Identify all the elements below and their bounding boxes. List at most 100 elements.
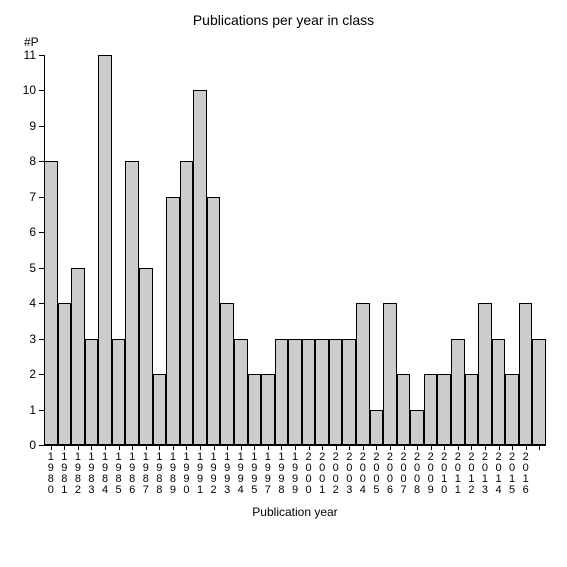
x-tick: [526, 445, 527, 450]
x-tick-label: 1994: [236, 452, 246, 496]
x-tick: [512, 445, 513, 450]
x-tick-label: 1988: [154, 452, 164, 496]
x-tick-label: 1990: [181, 452, 191, 496]
y-tick: [39, 445, 44, 446]
bar: [193, 90, 207, 445]
chart-title: Publications per year in class: [0, 12, 567, 28]
x-tick: [281, 445, 282, 450]
x-tick-label: 2000: [304, 452, 314, 496]
bar: [261, 374, 275, 445]
x-tick-label: 2007: [399, 452, 409, 496]
bar: [44, 161, 58, 445]
x-tick: [336, 445, 337, 450]
bar: [383, 303, 397, 445]
x-tick-label: 2015: [507, 452, 517, 496]
x-tick-label: 1991: [195, 452, 205, 496]
x-tick: [309, 445, 310, 450]
x-tick: [404, 445, 405, 450]
x-tick-label: 2005: [371, 452, 381, 496]
bar: [85, 339, 99, 445]
x-tick-label: 2001: [317, 452, 327, 496]
y-tick: [39, 90, 44, 91]
x-tick: [119, 445, 120, 450]
bar: [207, 197, 221, 445]
bar: [329, 339, 343, 445]
x-tick: [173, 445, 174, 450]
x-tick: [499, 445, 500, 450]
y-tick: [39, 268, 44, 269]
bar: [220, 303, 234, 445]
y-tick-label: 5: [14, 261, 36, 275]
x-tick-label: 2006: [385, 452, 395, 496]
x-tick: [132, 445, 133, 450]
y-tick-label: 8: [14, 154, 36, 168]
x-tick-label: 2013: [480, 452, 490, 496]
y-tick-label: 4: [14, 296, 36, 310]
x-tick: [64, 445, 65, 450]
x-tick: [146, 445, 147, 450]
y-tick: [39, 197, 44, 198]
y-tick-label: 11: [14, 48, 36, 62]
bar: [112, 339, 126, 445]
x-tick-label: 1985: [114, 452, 124, 496]
x-tick: [295, 445, 296, 450]
x-tick: [322, 445, 323, 450]
plot-area: [44, 55, 546, 445]
bar: [58, 303, 72, 445]
bar: [139, 268, 153, 445]
x-tick: [105, 445, 106, 450]
bar: [451, 339, 465, 445]
x-tick: [91, 445, 92, 450]
x-tick-label: 1984: [100, 452, 110, 496]
y-tick-label: 7: [14, 190, 36, 204]
bar: [166, 197, 180, 445]
y-axis-title: #P: [24, 35, 39, 49]
x-tick-label: 1986: [127, 452, 137, 496]
y-axis-line: [44, 55, 45, 445]
x-tick: [444, 445, 445, 450]
y-tick-label: 10: [14, 83, 36, 97]
bar: [370, 410, 384, 445]
y-tick: [39, 410, 44, 411]
bar: [302, 339, 316, 445]
y-tick: [39, 339, 44, 340]
x-tick-label: 1998: [276, 452, 286, 496]
x-tick: [214, 445, 215, 450]
bar: [478, 303, 492, 445]
y-tick-label: 9: [14, 119, 36, 133]
bar: [356, 303, 370, 445]
x-tick: [200, 445, 201, 450]
x-tick-label: 1995: [249, 452, 259, 496]
x-tick: [241, 445, 242, 450]
x-tick: [227, 445, 228, 450]
x-tick: [268, 445, 269, 450]
x-tick: [349, 445, 350, 450]
y-tick: [39, 126, 44, 127]
y-tick-label: 0: [14, 438, 36, 452]
bar: [98, 55, 112, 445]
x-tick-label: 1997: [263, 452, 273, 496]
x-tick-label: 2002: [331, 452, 341, 496]
bar: [315, 339, 329, 445]
y-tick: [39, 374, 44, 375]
y-tick: [39, 303, 44, 304]
bar: [397, 374, 411, 445]
x-tick-label: 1989: [168, 452, 178, 496]
x-tick-label: 1981: [59, 452, 69, 496]
x-tick: [485, 445, 486, 450]
y-tick: [39, 55, 44, 56]
bar: [465, 374, 479, 445]
x-tick: [186, 445, 187, 450]
x-tick-label: 1983: [86, 452, 96, 496]
y-tick-label: 3: [14, 332, 36, 346]
bar: [532, 339, 546, 445]
x-tick: [363, 445, 364, 450]
bar: [234, 339, 248, 445]
x-tick-label: 1999: [290, 452, 300, 496]
x-tick: [458, 445, 459, 450]
y-tick: [39, 161, 44, 162]
x-tick-label: 2014: [494, 452, 504, 496]
x-tick: [539, 445, 540, 450]
y-tick: [39, 232, 44, 233]
x-tick-label: 2004: [358, 452, 368, 496]
